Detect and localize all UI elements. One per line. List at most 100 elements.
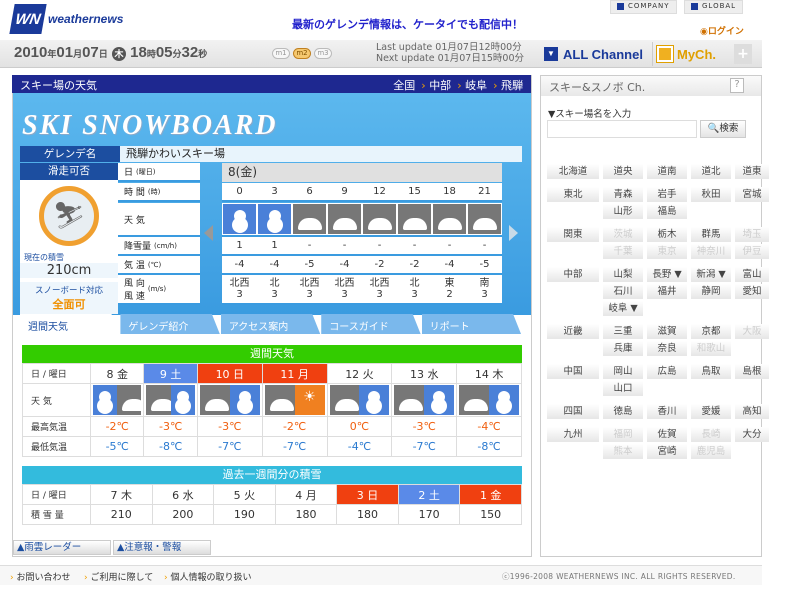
tab-0[interactable]: 週間天気	[20, 314, 120, 334]
mych-button[interactable]: MyCh.	[652, 42, 728, 66]
prefecture-link[interactable]: 栃木	[647, 227, 687, 242]
low-temp-cell: -8℃	[456, 436, 522, 457]
mode-m3-button[interactable]: m3	[314, 48, 332, 59]
prefecture-link[interactable]: 群馬	[691, 227, 731, 242]
region-1[interactable]: 東北	[547, 187, 599, 202]
region-6[interactable]: 四国	[547, 404, 599, 419]
snow-amount-cell: 180	[336, 504, 399, 525]
prefecture-link[interactable]: 福井	[647, 284, 687, 299]
mode-m1-button[interactable]: m1	[272, 48, 290, 59]
global-label: GLOBAL	[702, 2, 737, 10]
ski-search-input[interactable]	[547, 120, 697, 138]
ski-snowboard-logo: SKI SNOWBOARD	[22, 110, 278, 141]
panel-title-bar: スキー場の天気 全国中部岐阜飛騨	[12, 75, 531, 93]
prefecture-link[interactable]: 宮城	[735, 187, 769, 202]
prefecture-link[interactable]: 兵庫	[603, 341, 643, 356]
prefecture-link[interactable]: 京都	[691, 324, 731, 339]
prefecture-link[interactable]: 大分	[735, 427, 769, 442]
row-label-unit: (曜日)	[136, 167, 156, 176]
prefecture-link[interactable]: 山梨	[603, 267, 643, 282]
breadcrumb-item[interactable]: 中部	[421, 79, 451, 92]
help-button[interactable]: ?	[730, 78, 744, 93]
prefecture-link[interactable]: 岩手	[647, 187, 687, 202]
snow-amount-cell: 190	[213, 504, 276, 525]
region-2[interactable]: 関東	[547, 227, 599, 242]
footer-link-privacy[interactable]: 個人情報の取り扱い	[164, 570, 251, 583]
prefecture-link[interactable]: 岐阜 ▼	[603, 301, 643, 316]
prefecture-link[interactable]: 愛媛	[691, 404, 731, 419]
tab-1[interactable]: ゲレンデ紹介	[120, 314, 220, 334]
snowfall-cell: -	[342, 240, 347, 251]
prefecture-link: 神奈川	[691, 244, 731, 259]
prefecture-link[interactable]: 山形	[603, 204, 643, 219]
weathernews-logo[interactable]: WN weathernews	[9, 4, 123, 34]
warnings-button[interactable]: ▲注意報・警報	[113, 540, 211, 555]
row-label-text: 降雪量	[124, 242, 152, 252]
prefecture-link: 鹿児島	[691, 444, 731, 459]
prefecture-link[interactable]: 奈良	[647, 341, 687, 356]
region-group: 九州 福岡 佐賀 長崎 大分 熊本 宮崎 鹿児島	[547, 427, 769, 459]
region-0[interactable]: 北海道	[547, 164, 599, 179]
prefecture-link[interactable]: 静岡	[691, 284, 731, 299]
region-4[interactable]: 近畿	[547, 324, 599, 339]
prefecture-link[interactable]: 秋田	[691, 187, 731, 202]
prefecture-link[interactable]: 島根	[735, 364, 769, 379]
prefecture-link[interactable]: 鳥取	[691, 364, 731, 379]
region-7[interactable]: 九州	[547, 427, 599, 442]
prefecture-link[interactable]: 宮崎	[647, 444, 687, 459]
prefecture-link[interactable]: 愛知	[735, 284, 769, 299]
tab-2[interactable]: アクセス案内	[220, 314, 321, 334]
region-5[interactable]: 中国	[547, 364, 599, 379]
prefecture-link[interactable]: 青森	[603, 187, 643, 202]
hour-cell: 9	[341, 186, 348, 197]
prefecture-link[interactable]: 道東	[735, 164, 769, 179]
prefecture-link[interactable]: 富山	[735, 267, 769, 282]
mode-m2-button[interactable]: m2	[293, 48, 311, 59]
temperature-cell: -4	[339, 259, 350, 270]
wind-speed: 3	[271, 289, 278, 300]
prefecture-link[interactable]: 石川	[603, 284, 643, 299]
prefecture-link[interactable]: 滋賀	[647, 324, 687, 339]
breadcrumb: 全国中部岐阜飛騨	[387, 77, 523, 92]
prefecture-link[interactable]: 道北	[691, 164, 731, 179]
prev-day-arrow-icon[interactable]	[204, 225, 213, 241]
prefecture-link[interactable]: 佐賀	[647, 427, 687, 442]
prefecture-link[interactable]: 岡山	[603, 364, 643, 379]
sun-icon	[294, 385, 325, 415]
region-group: 東北 青森 岩手 秋田 宮城山形 福島	[547, 187, 769, 219]
gelande-label: ゲレンデ名	[20, 146, 120, 162]
search-button[interactable]: 🔍検索	[700, 120, 746, 138]
low-temp-cell: -7℃	[261, 436, 328, 457]
prefecture-link[interactable]: 徳島	[603, 404, 643, 419]
prefecture-link[interactable]: 道央	[603, 164, 643, 179]
breadcrumb-item[interactable]: 岐阜	[457, 79, 487, 92]
high-temp-cell: -3℃	[391, 416, 458, 437]
footer-link-terms[interactable]: ご利用に際して	[84, 570, 153, 583]
prefecture-link[interactable]: 香川	[647, 404, 687, 419]
prefecture-link[interactable]: 山口	[603, 381, 643, 396]
add-channel-button[interactable]: +	[734, 44, 752, 64]
global-link[interactable]: GLOBAL	[684, 0, 744, 14]
prefecture-link[interactable]: 高知	[735, 404, 769, 419]
day-cell: 1 金	[459, 484, 522, 505]
tab-4[interactable]: リポート	[421, 314, 522, 334]
prefecture-link[interactable]: 長野 ▼	[647, 267, 687, 282]
prefecture-link[interactable]: 道南	[647, 164, 687, 179]
breadcrumb-item[interactable]: 全国	[393, 79, 416, 92]
prefecture-link[interactable]: 新潟 ▼	[691, 267, 731, 282]
login-link[interactable]: ◉ログイン	[700, 24, 744, 37]
rain-radar-button[interactable]: ▲雨雲レーダー	[13, 540, 111, 555]
prefecture-link[interactable]: 三重	[603, 324, 643, 339]
company-link[interactable]: COMPANY	[610, 0, 677, 14]
all-channel-button[interactable]: ▼ ALL Channel	[544, 42, 650, 66]
next-day-arrow-icon[interactable]	[509, 225, 518, 241]
footer-link-contact[interactable]: お問い合わせ	[10, 570, 70, 583]
region-3[interactable]: 中部	[547, 267, 599, 282]
row-label: 最低気温	[22, 436, 91, 457]
prefecture-link[interactable]: 広島	[647, 364, 687, 379]
tab-3[interactable]: コースガイド	[321, 314, 421, 334]
prefecture-link[interactable]: 福島	[647, 204, 687, 219]
skier-icon: ⛷	[39, 186, 99, 246]
promo-link[interactable]: 最新のゲレンデ情報は、ケータイでも配信中！	[292, 18, 523, 31]
